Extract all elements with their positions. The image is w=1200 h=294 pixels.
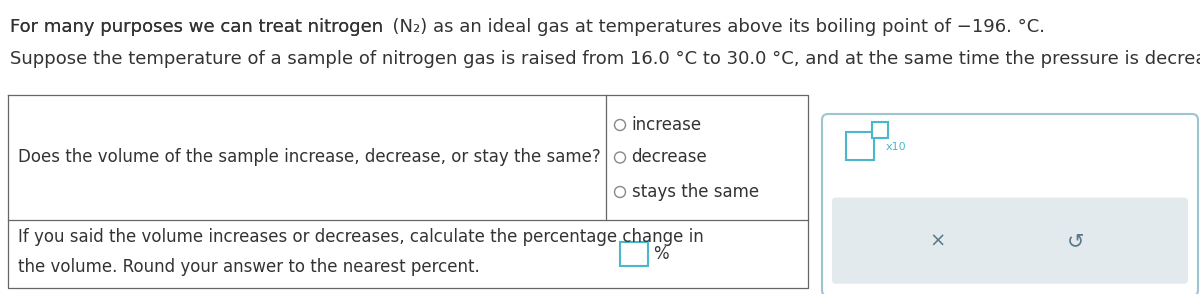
Text: Suppose the temperature of a sample of nitrogen gas is raised from 16.0 °C to 30: Suppose the temperature of a sample of n… — [10, 50, 1200, 68]
Text: increase: increase — [631, 116, 702, 134]
Text: x10: x10 — [886, 142, 907, 152]
Text: stays the same: stays the same — [631, 183, 758, 201]
FancyBboxPatch shape — [872, 122, 888, 138]
Text: Does the volume of the sample increase, decrease, or stay the same?: Does the volume of the sample increase, … — [18, 148, 601, 166]
Text: decrease: decrease — [631, 148, 707, 166]
Text: %: % — [653, 245, 668, 263]
FancyBboxPatch shape — [620, 242, 648, 266]
FancyBboxPatch shape — [822, 114, 1198, 294]
Text: For many purposes we can treat nitrogen  (N₂) as an ideal gas at temperatures ab: For many purposes we can treat nitrogen … — [10, 18, 1045, 36]
Text: ×: × — [929, 231, 946, 250]
Text: For many purposes we can treat nitrogen: For many purposes we can treat nitrogen — [10, 18, 389, 36]
Text: the volume. Round your answer to the nearest percent.: the volume. Round your answer to the nea… — [18, 258, 480, 276]
FancyBboxPatch shape — [832, 198, 1188, 284]
FancyBboxPatch shape — [846, 132, 874, 160]
Text: If you said the volume increases or decreases, calculate the percentage change i: If you said the volume increases or decr… — [18, 228, 703, 246]
Text: ↺: ↺ — [1067, 231, 1085, 251]
